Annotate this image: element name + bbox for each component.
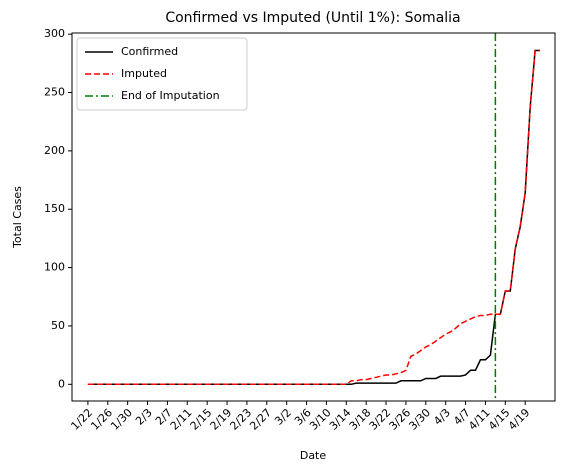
plot-frame	[71, 32, 556, 402]
x-tick-label: 3/30	[406, 406, 433, 433]
x-tick-label: 2/3	[133, 406, 155, 428]
line-series	[87, 49, 541, 386]
x-tick-label: 1/30	[108, 406, 135, 433]
chart-title: Confirmed vs Imputed (Until 1%): Somalia	[165, 10, 460, 26]
legend-label: End of Imputation	[121, 89, 220, 102]
legend-label: Imputed	[121, 67, 167, 80]
y-tick-label: 250	[44, 86, 65, 99]
x-tick-label: 4/3	[431, 406, 453, 428]
y-tick-label: 300	[44, 27, 65, 40]
legend: Confirmed Imputed End of Imputation	[76, 37, 248, 111]
y-axis-label: Total Cases	[11, 186, 24, 249]
x-tick-label: 3/2	[272, 406, 294, 428]
x-tick-label: 2/27	[247, 406, 274, 433]
legend-label: Confirmed	[121, 45, 178, 58]
x-tick-label: 4/19	[506, 406, 533, 433]
legend-box	[76, 37, 248, 111]
y-tick-label: 200	[44, 144, 65, 157]
y-tick-label: 0	[58, 377, 65, 390]
x-axis-label: Date	[300, 449, 327, 462]
y-tick-label: 50	[51, 319, 65, 332]
y-tick-label: 150	[44, 202, 65, 215]
y-tick-label: 100	[44, 261, 65, 274]
